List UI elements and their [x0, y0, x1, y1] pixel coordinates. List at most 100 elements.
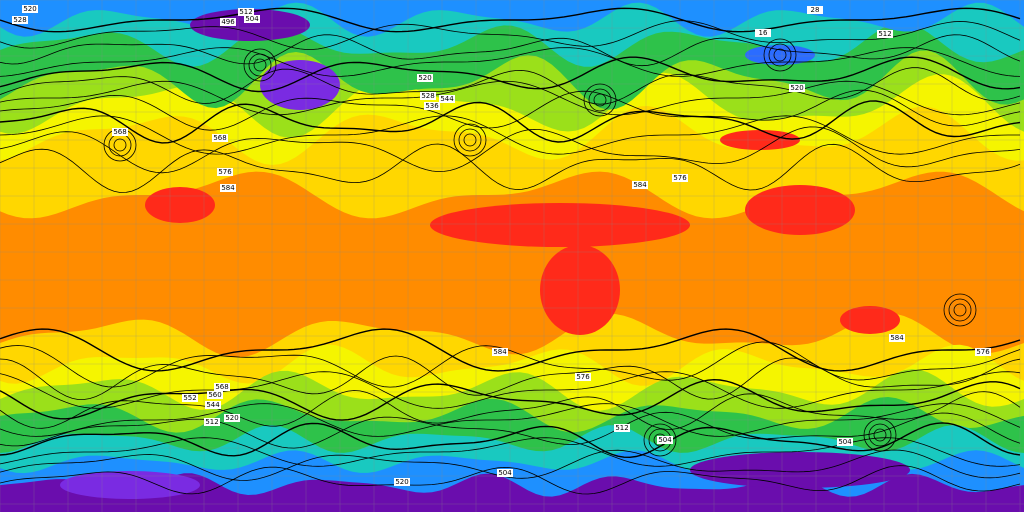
contour-label: 504	[245, 15, 259, 23]
contour-label: 504	[838, 438, 852, 446]
hot-region	[430, 203, 690, 247]
label-box	[12, 16, 28, 24]
label-box	[789, 84, 805, 92]
hot-region	[840, 306, 900, 334]
contour-ring	[863, 418, 897, 452]
contour-ring	[948, 298, 972, 322]
label-box	[497, 469, 513, 477]
contour-ring	[773, 48, 787, 62]
contour-line	[0, 328, 1021, 372]
label-box	[424, 102, 440, 110]
contour-line	[0, 100, 1021, 144]
contour-ring	[643, 423, 677, 457]
label-box	[394, 478, 410, 486]
contour-ring	[868, 423, 892, 447]
contour-ring	[243, 48, 277, 82]
contour-label: 512	[205, 418, 218, 426]
contour-ring	[768, 43, 792, 67]
contour-ring	[248, 53, 272, 77]
contour-ring	[113, 138, 127, 152]
contour-label: 544	[206, 401, 220, 409]
contour-line	[0, 341, 1021, 388]
contour-line	[0, 47, 1021, 77]
contour-ring	[583, 83, 617, 117]
cold-region	[260, 60, 340, 110]
contour-line	[0, 20, 1021, 50]
contour-line	[0, 126, 1021, 174]
contour-label: 504	[498, 469, 512, 477]
contour-label: 520	[395, 478, 408, 486]
contour-label: 568	[113, 128, 126, 136]
cold-region	[690, 452, 910, 488]
contour-label: 520	[790, 84, 803, 92]
label-box	[182, 394, 198, 402]
contour-ring	[253, 58, 267, 72]
contour-line	[0, 422, 1021, 459]
label-box	[204, 418, 220, 426]
contour-label: 560	[208, 391, 221, 399]
contour-label: 504	[658, 436, 672, 444]
contour-line	[0, 449, 1021, 481]
contour-label: 576	[218, 168, 232, 176]
label-box	[575, 373, 591, 381]
contour-label: 576	[576, 373, 590, 381]
label-box	[212, 134, 228, 142]
contour-line	[0, 89, 1021, 131]
contour-line	[0, 80, 1021, 116]
contour-ring	[458, 128, 482, 152]
contour-label: 584	[493, 348, 507, 356]
contour-ring	[453, 123, 487, 157]
contour-label: 28	[811, 6, 820, 14]
contour-label: 576	[673, 174, 687, 182]
hot-region	[145, 187, 215, 223]
contour-label: 496	[221, 18, 235, 26]
contour-label: 584	[221, 184, 235, 192]
label-box	[807, 6, 823, 14]
contour-label: 584	[633, 181, 647, 189]
contour-label: 520	[418, 74, 431, 82]
label-box	[224, 414, 240, 422]
contour-label: 568	[215, 383, 228, 391]
contour-labels: 5205285125044965205285365445685765845685…	[12, 5, 991, 486]
contour-line	[0, 371, 1021, 409]
contour-label: 16	[759, 29, 768, 37]
label-box	[207, 391, 223, 399]
contour-ring	[953, 303, 967, 317]
contour-line	[0, 67, 1021, 105]
label-box	[837, 438, 853, 446]
label-box	[205, 401, 221, 409]
contour-line	[0, 403, 1021, 437]
contour-ring	[588, 88, 612, 112]
contour-line	[0, 390, 1021, 430]
contour-line	[0, 411, 1021, 449]
label-box	[220, 184, 236, 192]
contour-label: 512	[615, 424, 628, 432]
contour-label: 552	[183, 394, 196, 402]
contour-line	[0, 56, 1021, 93]
contour-ring	[763, 38, 797, 72]
label-box	[439, 95, 455, 103]
label-box	[755, 29, 771, 37]
label-box	[632, 181, 648, 189]
contour-label: 528	[13, 16, 26, 24]
contour-line	[0, 355, 1021, 400]
contour-ring	[593, 93, 607, 107]
contour-label: 512	[878, 30, 891, 38]
contour-ring	[943, 293, 977, 327]
contour-line	[0, 465, 1021, 495]
contour-label: 520	[23, 5, 36, 13]
label-box	[672, 174, 688, 182]
label-box	[214, 383, 230, 391]
contour-ring	[463, 133, 477, 147]
label-box	[217, 168, 233, 176]
hot-region	[745, 185, 855, 235]
label-box	[420, 92, 436, 100]
contour-label: 512	[239, 8, 252, 16]
label-box	[492, 348, 508, 356]
label-box	[22, 5, 38, 13]
contour-label: 520	[225, 414, 238, 422]
label-box	[657, 436, 673, 444]
